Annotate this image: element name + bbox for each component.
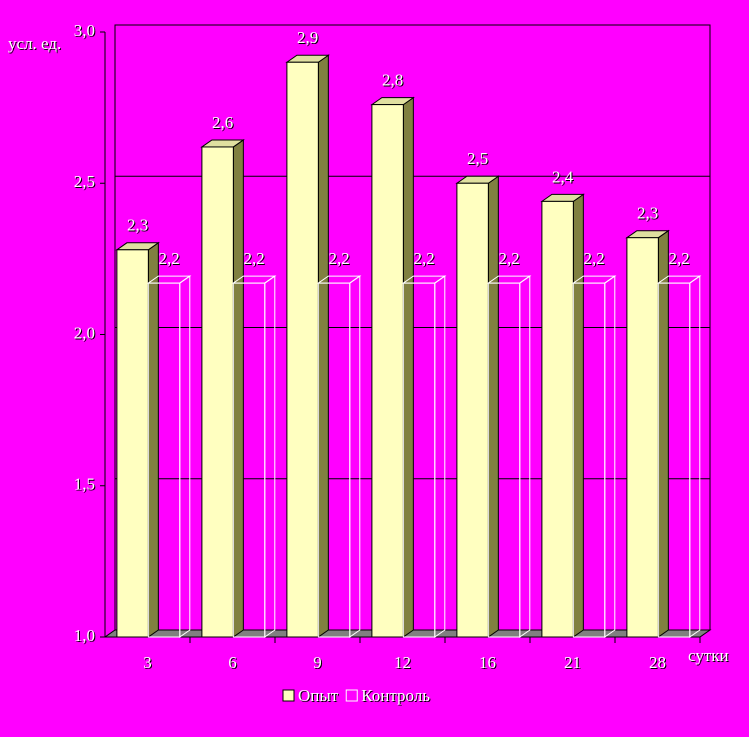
- bar-side: [147, 241, 159, 638]
- value-label: 2,4: [552, 167, 574, 186]
- y-tick-label: 3,0: [74, 21, 95, 40]
- value-label: 2,2: [668, 249, 689, 268]
- bar: [371, 104, 404, 638]
- value-label: 2,9: [297, 28, 318, 47]
- value-label: 2,5: [467, 149, 488, 168]
- y-tick-label: 2,0: [74, 323, 95, 342]
- bar: [657, 282, 691, 638]
- value-label: 2,8: [382, 71, 403, 90]
- bar-side: [519, 275, 531, 638]
- y-tick-label: 1,0: [74, 626, 95, 645]
- x-tick-label: 9: [313, 653, 322, 672]
- y-axis-title: усл. ед.: [8, 34, 61, 53]
- bar-side: [487, 175, 499, 638]
- x-tick-label: 28: [649, 653, 666, 672]
- bar: [456, 182, 489, 638]
- x-tick-label: 21: [564, 653, 581, 672]
- y-tick-label: 2,5: [74, 172, 95, 191]
- bar-side: [657, 229, 669, 638]
- bar-side: [572, 193, 584, 638]
- bar-side: [402, 96, 414, 638]
- bar: [147, 282, 181, 638]
- legend-label: Контроль: [361, 686, 430, 705]
- value-label: 2,3: [637, 204, 658, 223]
- x-tick-label: 3: [143, 653, 152, 672]
- value-label: 2,2: [158, 249, 179, 268]
- bar-side: [317, 54, 329, 638]
- value-label: 2,3: [127, 216, 148, 235]
- value-label: 2,2: [413, 249, 434, 268]
- bar: [541, 200, 574, 638]
- bar-side: [689, 275, 701, 638]
- bar: [626, 237, 659, 638]
- x-axis-title: сутки: [688, 646, 729, 665]
- bar: [317, 282, 351, 638]
- bar-side: [434, 275, 446, 638]
- bar: [116, 249, 149, 638]
- legend-label: Опыт: [298, 686, 339, 705]
- value-label: 2,2: [328, 249, 349, 268]
- bar: [487, 282, 521, 638]
- x-tick-label: 12: [394, 653, 411, 672]
- value-label: 2,2: [498, 249, 519, 268]
- x-tick-label: 6: [228, 653, 237, 672]
- bar: [232, 282, 266, 638]
- bar-side: [264, 275, 276, 638]
- y-tick-label: 1,5: [74, 475, 95, 494]
- value-label: 2,2: [243, 249, 264, 268]
- value-label: 2,2: [583, 249, 604, 268]
- bar-side: [349, 275, 361, 638]
- bar: [572, 282, 606, 638]
- legend-swatch: [345, 689, 358, 702]
- x-tick-label: 16: [479, 653, 496, 672]
- legend-swatch: [282, 689, 295, 702]
- bar: [286, 61, 319, 638]
- bar-side: [604, 275, 616, 638]
- bar-side: [232, 138, 244, 638]
- bar: [402, 282, 436, 638]
- value-label: 2,6: [212, 113, 233, 132]
- bar-side: [179, 275, 191, 638]
- bar: [201, 146, 234, 638]
